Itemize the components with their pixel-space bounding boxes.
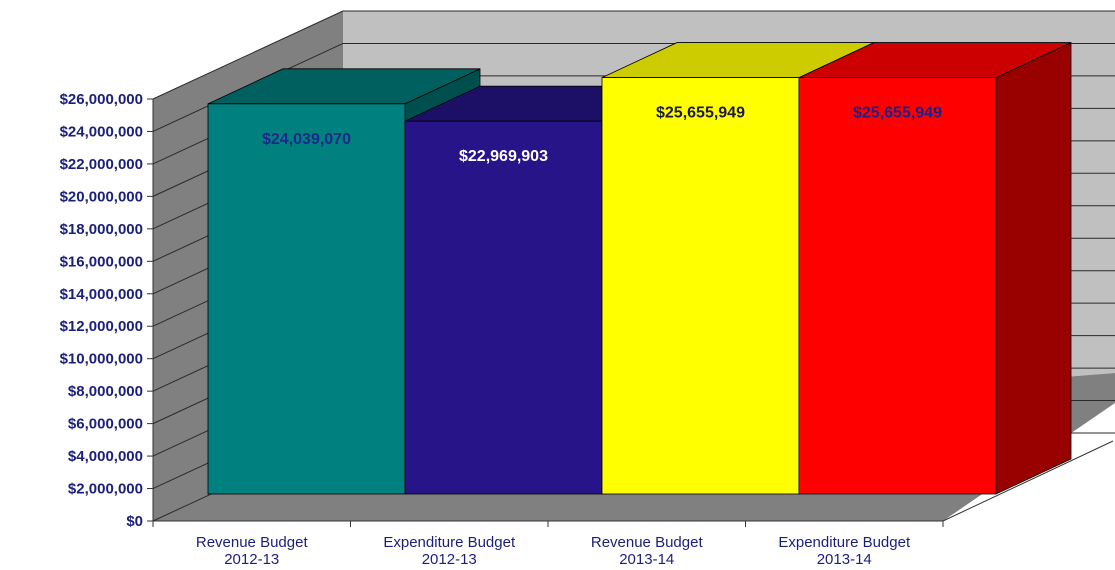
y-tick-label: $16,000,000	[60, 253, 143, 270]
x-category-label: Expenditure Budget 2013-14	[778, 534, 911, 568]
bar-value-label: $25,655,949	[656, 105, 745, 122]
y-tick-label: $20,000,000	[60, 188, 143, 205]
y-tick-label: $10,000,000	[60, 351, 143, 368]
bar-front-face	[404, 120, 603, 495]
y-tick-label: $18,000,000	[60, 221, 143, 238]
y-tick-label: $26,000,000	[60, 91, 143, 108]
x-axis: Revenue Budget 2012-13 Expenditure Budget 2…	[152, 440, 1114, 568]
x-category-label: Expenditure Budget 2012-13	[383, 534, 516, 568]
y-tick-label: $4,000,000	[68, 448, 143, 465]
y-tick-label: $8,000,000	[68, 383, 143, 400]
y-tick-label: $22,000,000	[60, 156, 143, 173]
y-tick-label: $6,000,000	[68, 416, 143, 433]
bars	[207, 41, 1072, 495]
bar	[798, 41, 1072, 495]
x-axis-depth-line	[942, 440, 1114, 522]
bar-front-face	[207, 103, 406, 495]
gridline-side	[152, 10, 344, 100]
y-tick-label: $24,000,000	[60, 123, 143, 140]
y-axis: $0 $2,000,000 $4,000,000 $6,000,000 $8,000,0…	[60, 91, 154, 530]
x-category-label: Revenue Budget 2013-14	[591, 534, 704, 568]
y-tick-label: $0	[126, 513, 143, 530]
data-labels: $24,039,070 $22,969,903 $25,655,949 $25,655…	[262, 105, 942, 166]
bar-value-label: $22,969,903	[459, 148, 548, 165]
x-category-label: Revenue Budget 2012-13	[196, 534, 309, 568]
bar-value-label: $25,655,949	[853, 105, 942, 122]
bar-side-face	[995, 41, 1072, 495]
y-tick-label: $2,000,000	[68, 481, 143, 498]
y-tick-label: $12,000,000	[60, 318, 143, 335]
bar-value-label: $24,039,070	[262, 131, 351, 148]
y-tick-label: $14,000,000	[60, 286, 143, 303]
bar-front-face	[601, 77, 800, 495]
bar-front-face	[798, 77, 997, 495]
